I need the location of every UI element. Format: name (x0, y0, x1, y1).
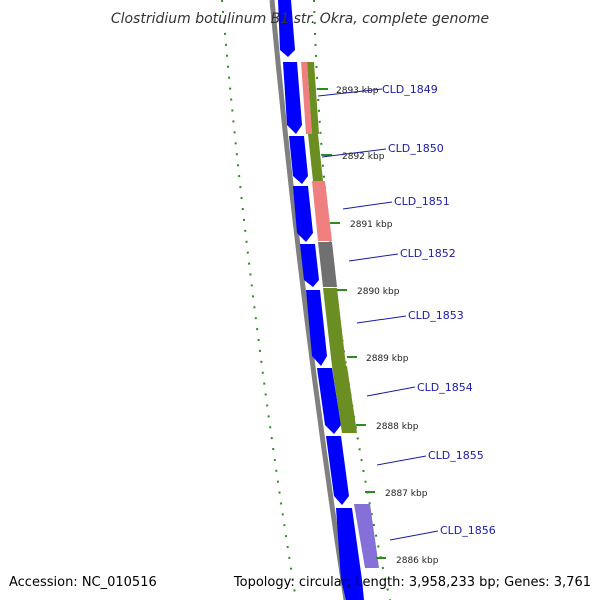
tick-label: 2893 kbp (336, 86, 379, 96)
gene-leader-line (366, 386, 416, 397)
tick-label: 2889 kbp (366, 354, 409, 364)
gene-label-cld-1852[interactable]: CLD_1852 (400, 247, 456, 260)
gene-leader-line (356, 315, 407, 324)
accession-label: Accession: NC_010516 (9, 575, 157, 590)
cds-arrow[interactable] (317, 368, 341, 434)
tick-label: 2887 kbp (385, 489, 428, 499)
cog-track (301, 62, 379, 568)
gene-label-cld-1850[interactable]: CLD_1850 (388, 142, 444, 155)
cog-block-green (308, 134, 323, 181)
cog-block-green (323, 288, 346, 366)
gene-leader-line (348, 253, 399, 262)
tick-label: 2892 kbp (342, 152, 385, 162)
cog-block-pink (301, 62, 312, 134)
cds-arrow[interactable] (326, 436, 349, 505)
cds-arrow[interactable] (336, 508, 364, 600)
gene-leader-line (376, 455, 427, 466)
cds-arrow[interactable] (293, 186, 313, 242)
gene-label-cld-1855[interactable]: CLD_1855 (428, 449, 484, 462)
gene-leader-line (317, 88, 383, 97)
genome-summary: Topology: circular; Length: 3,958,233 bp… (233, 575, 591, 590)
cds-arrow[interactable] (278, 0, 295, 57)
cds-arrow[interactable] (283, 62, 302, 134)
gene-label-cld-1853[interactable]: CLD_1853 (408, 309, 464, 322)
cds-arrow[interactable] (306, 290, 327, 366)
gene-leader-line (389, 530, 439, 541)
gene-leader-line (321, 148, 387, 158)
gene-label-cld-1851[interactable]: CLD_1851 (394, 195, 450, 208)
tick-label: 2891 kbp (350, 220, 393, 230)
tick-label: 2886 kbp (396, 556, 439, 566)
gene-label-cld-1854[interactable]: CLD_1854 (417, 381, 473, 394)
tick-labels: 2893 kbp 2892 kbp 2891 kbp 2890 kbp 2889… (336, 86, 439, 566)
gene-label-cld-1849[interactable]: CLD_1849 (382, 83, 438, 96)
cog-block-green (307, 62, 319, 134)
cog-block-pink (312, 181, 332, 241)
gene-leader-lines (317, 88, 439, 541)
tick-marks (318, 88, 386, 559)
gene-label-cld-1856[interactable]: CLD_1856 (440, 524, 496, 537)
cog-block-purple (354, 504, 379, 568)
cds-arrow[interactable] (289, 136, 308, 184)
gene-leader-line (342, 201, 393, 210)
genome-backbone (269, 0, 349, 600)
tick-label: 2890 kbp (357, 287, 400, 297)
cog-block-green (332, 366, 357, 433)
map-title: Clostridium botulinum B1 str. Okra, comp… (111, 11, 489, 27)
cds-arrow[interactable] (300, 244, 319, 287)
cog-block-gray (318, 242, 337, 287)
gene-labels: CLD_1849 CLD_1850 CLD_1851 CLD_1852 CLD_… (382, 83, 496, 537)
tick-label: 2888 kbp (376, 422, 419, 432)
cds-track (278, 0, 364, 600)
